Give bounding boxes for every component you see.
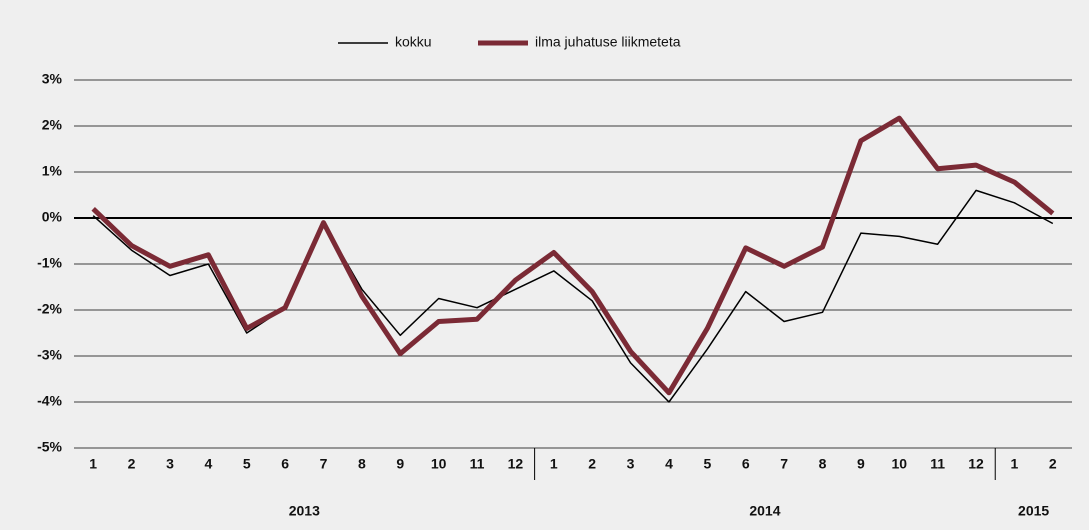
x-tick-label: 2 <box>588 456 596 472</box>
group-label: 2013 <box>289 503 320 519</box>
legend-label: ilma juhatuse liikmeteta <box>535 34 681 50</box>
x-tick-label: 1 <box>1011 456 1019 472</box>
x-tick-label: 12 <box>968 456 984 472</box>
x-tick-label: 11 <box>930 456 945 472</box>
y-tick-label: 3% <box>42 71 63 87</box>
x-tick-label: 6 <box>742 456 750 472</box>
x-tick-label: 10 <box>891 456 907 472</box>
series-line <box>92 189 1054 403</box>
y-tick-label: -2% <box>37 301 62 317</box>
series-line <box>91 115 1055 396</box>
x-tick-label: 10 <box>431 456 447 472</box>
x-tick-label: 9 <box>857 456 865 472</box>
y-tick-label: 1% <box>42 163 63 179</box>
x-tick-label: 7 <box>320 456 328 472</box>
y-tick-label: 0% <box>42 209 63 225</box>
x-tick-label: 3 <box>166 456 174 472</box>
legend-label: kokku <box>395 34 432 50</box>
x-tick-label: 5 <box>243 456 251 472</box>
x-tick-label: 9 <box>396 456 404 472</box>
y-tick-label: 2% <box>42 117 63 133</box>
x-tick-label: 7 <box>780 456 788 472</box>
x-tick-label: 8 <box>358 456 366 472</box>
x-tick-label: 4 <box>204 456 212 472</box>
x-tick-label: 11 <box>470 456 485 472</box>
y-tick-label: -1% <box>37 255 62 271</box>
y-tick-label: -4% <box>37 393 62 409</box>
group-label: 2014 <box>749 503 780 519</box>
x-tick-label: 1 <box>89 456 97 472</box>
x-tick-label: 4 <box>665 456 673 472</box>
x-tick-label: 2 <box>128 456 136 472</box>
group-label: 2015 <box>1018 503 1049 519</box>
x-tick-label: 8 <box>819 456 827 472</box>
y-tick-label: -5% <box>37 439 62 455</box>
x-tick-label: 3 <box>627 456 635 472</box>
y-tick-label: -3% <box>37 347 62 363</box>
x-tick-label: 2 <box>1049 456 1057 472</box>
x-tick-label: 6 <box>281 456 289 472</box>
x-tick-label: 5 <box>703 456 711 472</box>
x-tick-label: 1 <box>550 456 558 472</box>
x-tick-label: 12 <box>508 456 524 472</box>
